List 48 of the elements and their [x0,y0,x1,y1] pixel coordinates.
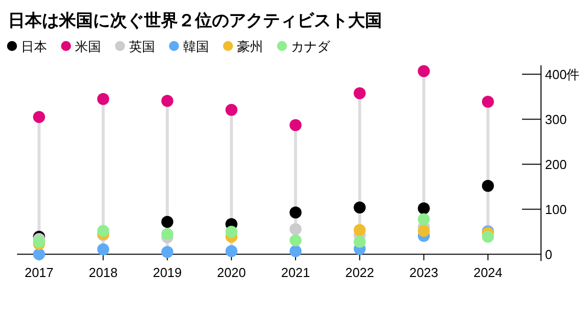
point [290,206,302,218]
legend-label: 豪州 [237,39,263,54]
point [97,224,110,237]
point [418,65,430,78]
y-tick-label: 200 [545,156,567,172]
point [225,104,238,116]
y-tick-label: 400件 [545,66,580,82]
x-tick-label: 2019 [152,265,182,280]
x-tick-label: 2024 [473,265,502,280]
y-tick-label: 300 [545,112,567,127]
point [290,223,302,236]
point [290,119,302,132]
x-tick-label: 2021 [281,265,310,280]
point [225,226,238,238]
point [354,236,366,248]
legend-label: 英国 [129,39,155,54]
chart-title: 日本は米国に次ぐ世界２位のアクティビスト大国 [8,11,382,30]
legend-label: カナダ [291,39,331,54]
legend-label: 米国 [75,39,101,54]
point [482,180,494,192]
point [225,245,238,258]
legend-label: 日本 [21,39,47,54]
point [482,230,494,243]
point [33,111,46,124]
point [161,246,174,258]
point [290,245,302,258]
point [354,224,366,236]
x-tick-label: 2022 [345,265,374,280]
legend-label: 韓国 [183,39,209,54]
point [97,243,110,256]
y-tick-label: 0 [545,246,552,262]
x-tick-label: 2023 [409,265,438,280]
point [161,216,174,228]
point [418,202,430,214]
point [33,248,46,260]
x-tick-label: 2018 [88,265,118,280]
point [354,87,366,100]
point [290,234,302,246]
point [161,94,174,107]
x-tick-label: 2017 [24,265,54,280]
x-tick-label: 2020 [216,265,246,280]
y-tick-label: 100 [545,202,567,217]
point [354,202,366,214]
point [161,228,174,240]
point [97,93,110,106]
point [482,96,494,108]
point [418,224,430,237]
point [418,213,430,226]
